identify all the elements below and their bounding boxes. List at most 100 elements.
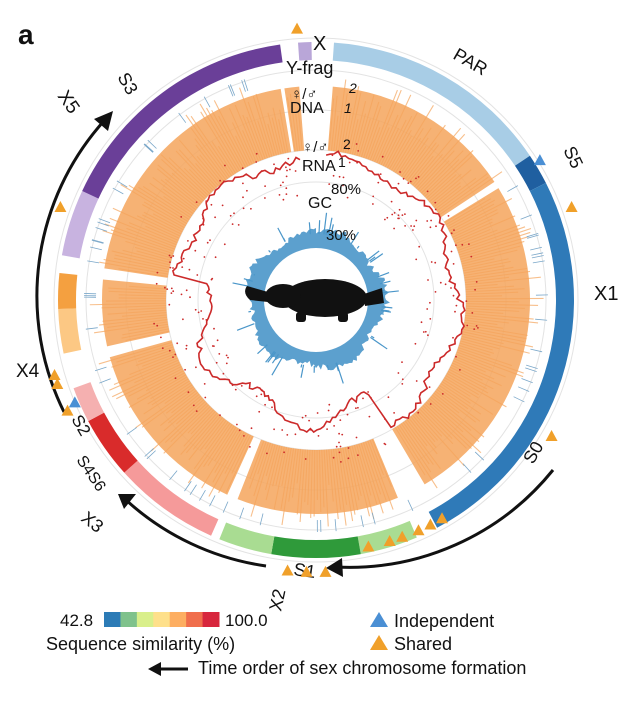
gc-tick-80: 80% (331, 181, 361, 198)
rna-point (346, 413, 349, 416)
dna-tick (142, 214, 182, 235)
rna-point (185, 289, 188, 292)
gc-spike (370, 335, 375, 339)
rna-point (172, 290, 175, 293)
rna-point (473, 328, 476, 330)
rna-point (384, 218, 386, 221)
similarity-tick (146, 450, 156, 460)
rna-point (221, 204, 224, 207)
rna-point (435, 225, 437, 228)
rna-point (377, 181, 380, 184)
similarity-tick (259, 513, 264, 526)
gc-spike (326, 364, 329, 371)
rna-point (261, 389, 263, 392)
dna-tick (280, 447, 292, 510)
rna-point (264, 185, 266, 188)
rna-point (213, 345, 215, 347)
rna-point (450, 250, 453, 253)
dna-tick (371, 89, 402, 162)
gc-spike (335, 362, 340, 372)
similarity-tick (126, 427, 137, 435)
rna-point (453, 229, 455, 232)
rna-point (285, 175, 288, 178)
dna-tick (138, 348, 175, 363)
rna-point (401, 383, 404, 385)
dna-tick (307, 449, 311, 505)
dna-tick (455, 353, 493, 369)
dna-tick (369, 439, 385, 476)
dna-tick (213, 100, 249, 167)
dna-tick (461, 333, 504, 345)
dna-tick (411, 414, 436, 443)
dna-tick (333, 115, 339, 152)
dna-tick (459, 342, 495, 354)
rna-point (296, 194, 299, 197)
rna-point (331, 154, 334, 157)
rna-point (316, 412, 319, 414)
rna-point (164, 286, 166, 289)
dna-tick (337, 93, 348, 152)
dna-tick (160, 154, 208, 198)
dna-tick (458, 347, 513, 367)
rna-point (430, 219, 432, 222)
rna-point (326, 428, 328, 430)
dna-tick (455, 229, 498, 247)
similarity-tick (91, 239, 104, 244)
rna-point (398, 217, 400, 220)
rna-point (355, 436, 358, 439)
similarity-tick (334, 519, 337, 532)
dna-tick (339, 447, 354, 522)
rna-point (229, 214, 232, 217)
similarity-tick (531, 255, 544, 259)
rna-point (447, 215, 450, 217)
dna-tick (168, 157, 209, 197)
dna-tick (445, 198, 492, 226)
segment-x5b (82, 44, 283, 199)
dna-tick (252, 95, 273, 157)
similarity-tick (527, 234, 539, 239)
dna-tick (452, 218, 493, 238)
dna-tick (420, 406, 453, 439)
gc-spike (236, 323, 255, 331)
strata-markers (48, 22, 578, 577)
rna-point (427, 334, 429, 337)
rna-point (209, 239, 211, 242)
gc-spike (327, 217, 333, 236)
similarity-tick (530, 246, 543, 251)
label-s3: S3 (114, 69, 142, 98)
rna-tick-2: 2 (343, 136, 351, 152)
dna-tick (464, 321, 504, 329)
rna-point (156, 324, 159, 327)
rna-point (242, 196, 244, 199)
dna-tick (257, 120, 271, 158)
rna-point (317, 435, 320, 437)
rna-point (223, 243, 226, 246)
rna-point (470, 255, 473, 258)
rna-point (468, 243, 470, 246)
dna-tick (447, 370, 489, 394)
similarity-tick (209, 495, 216, 507)
rna-point (204, 396, 207, 399)
rna-point (187, 391, 190, 394)
rna-point (260, 393, 263, 396)
shared-marker (424, 518, 437, 530)
dna-tick (356, 444, 372, 496)
dna-tick (340, 101, 350, 153)
dna-tick (349, 446, 362, 497)
gc-tick-30: 30% (326, 227, 356, 244)
dna-tick (178, 139, 220, 187)
rna-point (301, 416, 304, 419)
dna-tick (457, 349, 524, 374)
similarity-tick (90, 246, 102, 251)
dna-tick (430, 169, 472, 205)
rna-point (273, 428, 275, 431)
dna-tick (367, 126, 381, 160)
rna-point (402, 177, 405, 180)
rna-point (355, 143, 358, 145)
dna-tick (313, 449, 316, 517)
rna-point (434, 201, 437, 204)
dna-tick (344, 447, 359, 511)
rna-point (339, 445, 342, 448)
rna-point (281, 429, 284, 431)
shared-marker-icon (370, 635, 388, 650)
